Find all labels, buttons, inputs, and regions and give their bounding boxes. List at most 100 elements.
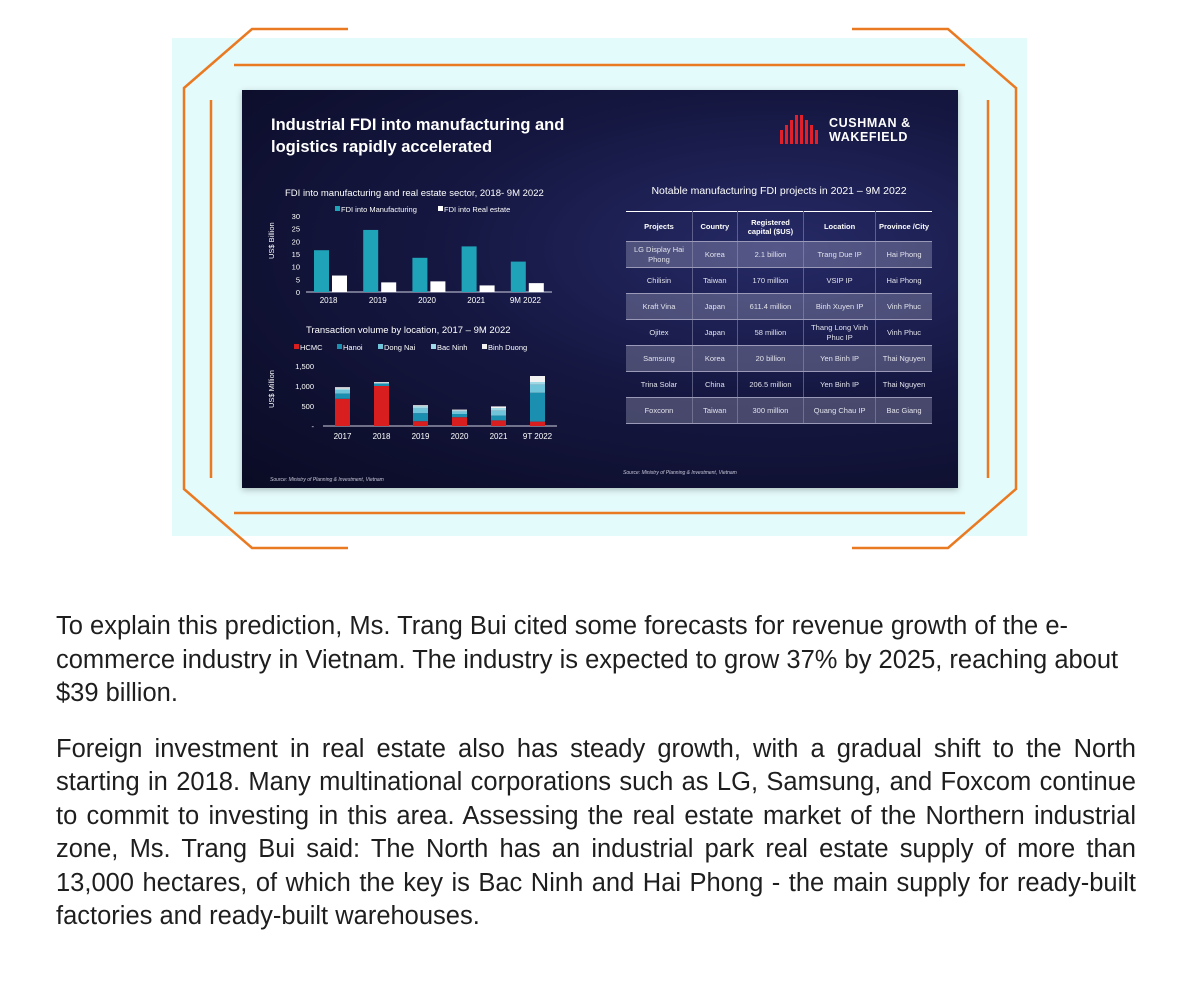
- table-cell: 2.1 billion: [736, 241, 804, 268]
- source-note-right: Source: Ministry of Planning & Investmen…: [623, 470, 737, 476]
- chart2-x-tick-label: 2018: [373, 432, 391, 441]
- table-cell: 20 billion: [736, 345, 804, 372]
- table-cell: Samsung: [626, 345, 693, 372]
- chart2-legend-label: Bac Ninh: [437, 343, 467, 352]
- table-cell: Thai Nguyen: [875, 371, 932, 398]
- table-cell: VSIP IP: [803, 267, 876, 294]
- chart2-bar-segment-dong-nai: [335, 390, 350, 394]
- table-cell: Foxconn: [626, 397, 693, 424]
- chart1-y-tick-label: 5: [296, 275, 300, 284]
- chart2-y-tick-label: 1,000: [295, 382, 314, 391]
- chart2-bar-segment-hcmc: [374, 386, 389, 426]
- chart2-bar-segment-hanoi: [452, 414, 467, 418]
- table-cell: Korea: [691, 345, 738, 372]
- chart1-y-axis-label: US$ Billion: [267, 222, 276, 259]
- table-cell: Hai Phong: [875, 241, 932, 268]
- table-cell: Yen Binh IP: [803, 371, 876, 398]
- logo-wordmark: CUSHMAN & WAKEFIELD: [829, 116, 911, 144]
- table-row: LG Display Hai Phong Korea 2.1 billion Tran…: [626, 241, 932, 268]
- chart1-bar-manufacturing: [314, 250, 329, 292]
- chart2-x-tick-label: 2020: [451, 432, 469, 441]
- chart2-y-tick-label: -: [312, 422, 315, 431]
- chart2-legend-label: Binh Duong: [488, 343, 527, 352]
- chart2-bar-segment-bac-ninh: [491, 408, 506, 411]
- chart2-bar-segment-hanoi: [335, 393, 350, 399]
- chart1-y-tick-label: 0: [296, 288, 300, 297]
- table-row: Samsung Korea 20 billion Yen Binh IP Thai Ng…: [626, 345, 932, 372]
- table-cell: Trina Solar: [626, 371, 693, 398]
- chart2-bar-segment-hcmc: [452, 417, 467, 426]
- chart1-bar-manufacturing: [461, 246, 477, 292]
- chart2-y-axis-label: US$ Million: [267, 370, 276, 408]
- article-paragraph-2: Foreign investment in real estate also h…: [56, 734, 1136, 931]
- chart2-bar-segment-hcmc: [335, 398, 350, 426]
- chart2-bar-segment-binh-duong: [452, 409, 467, 411]
- chart1-x-tick-label: 2019: [369, 296, 387, 305]
- chart1-legend-label: FDI into Manufacturing: [341, 205, 417, 214]
- chart2-bar-segment-hanoi: [374, 384, 389, 386]
- chart1-bar-manufacturing: [412, 257, 428, 292]
- chart2-legend-swatch: [294, 344, 299, 349]
- cushman-wakefield-logo: CUSHMAN & WAKEFIELD: [780, 112, 940, 146]
- chart2-bar-segment-binh-duong: [374, 382, 389, 383]
- chart1-y-tick-label: 20: [292, 237, 300, 246]
- chart1-bar-real-estate: [528, 283, 544, 292]
- chart1-y-tick-label: 10: [292, 263, 300, 272]
- orange-frame-decoration: [182, 27, 1018, 550]
- chart2-x-tick-label: 2019: [412, 432, 430, 441]
- chart1-bar-real-estate: [430, 281, 446, 292]
- chart1-y-tick-label: 15: [292, 250, 300, 259]
- table-row: Trina Solar China 206.5 million Yen Binh IP…: [626, 371, 932, 398]
- article-body: To explain this prediction, Ms. Trang Bu…: [56, 610, 1136, 956]
- chart1-legend-swatch: [335, 206, 340, 211]
- chart1-x-tick-label: 2018: [320, 296, 338, 305]
- chart2-legend-label: Hanoi: [343, 343, 363, 352]
- table-header-cell: Country: [691, 211, 738, 242]
- table-cell: Japan: [691, 293, 738, 320]
- chart1-bar-real-estate: [381, 282, 397, 292]
- chart1-x-tick-label: 2020: [418, 296, 436, 305]
- table-cell: 300 million: [736, 397, 804, 424]
- charts-canvas: FDI into manufacturing and real estate s…: [267, 188, 557, 441]
- source-note-left: Source: Ministry of Planning & Investmen…: [270, 477, 384, 483]
- chart1-x-tick-label: 2021: [467, 296, 485, 305]
- table-cell: Vinh Phuc: [875, 293, 932, 320]
- chart2-x-tick-label: 2017: [334, 432, 352, 441]
- chart1-bar-manufacturing: [510, 261, 526, 292]
- chart2-y-tick-label: 1,500: [295, 362, 314, 371]
- chart2-bar-segment-dong-nai: [374, 383, 389, 384]
- table-cell: Bac Giang: [875, 397, 932, 424]
- table-cell: 58 million: [736, 319, 804, 346]
- table-row: Foxconn Taiwan 300 million Quang Chau IP Bac…: [626, 397, 932, 424]
- article-paragraph-1: To explain this prediction, Ms. Trang Bu…: [56, 612, 1119, 707]
- table-cell: 611.4 million: [736, 293, 804, 320]
- table-header-cell: Registered capital ($US): [736, 211, 804, 242]
- chart2-legend-label: HCMC: [300, 343, 323, 352]
- chart1-bar-real-estate: [332, 275, 347, 292]
- chart1-bar-manufacturing: [363, 229, 379, 292]
- chart2-bar-segment-dong-nai: [452, 411, 467, 414]
- chart2-bar-segment-binh-duong: [491, 406, 506, 408]
- chart2-bar-segment-hanoi: [413, 413, 428, 422]
- chart1-legend-swatch: [438, 206, 443, 211]
- table-cell: Korea: [691, 241, 738, 268]
- slide-title: Industrial FDI into manufacturing and lo…: [271, 116, 565, 156]
- table-cell: Taiwan: [691, 267, 738, 294]
- table-cell: Thai Nguyen: [875, 345, 932, 372]
- chart1-y-tick-label: 25: [292, 225, 300, 234]
- chart1-bar-real-estate: [479, 285, 495, 292]
- chart2-bar-segment-hcmc: [530, 421, 545, 426]
- table-header-cell: Province /City: [875, 211, 932, 242]
- chart2-bar-segment-hanoi: [491, 415, 506, 421]
- table-cell: Hai Phong: [875, 267, 932, 294]
- chart2-title: Transaction volume by location, 2017 – 9…: [306, 325, 511, 336]
- table-row: Chilisin Taiwan 170 million VSIP IP Hai Phon…: [626, 267, 932, 294]
- table-cell: Taiwan: [691, 397, 738, 424]
- chart2-bar-segment-hcmc: [413, 421, 428, 426]
- table-cell: Thang Long Vinh Phuc IP: [803, 319, 876, 346]
- chart2-bar-segment-bac-ninh: [335, 388, 350, 390]
- chart2-bar-segment-binh-duong: [335, 387, 350, 389]
- table-cell: LG Display Hai Phong: [626, 241, 693, 268]
- chart2-bar-segment-binh-duong: [413, 405, 428, 407]
- chart2-x-tick-label: 2021: [490, 432, 508, 441]
